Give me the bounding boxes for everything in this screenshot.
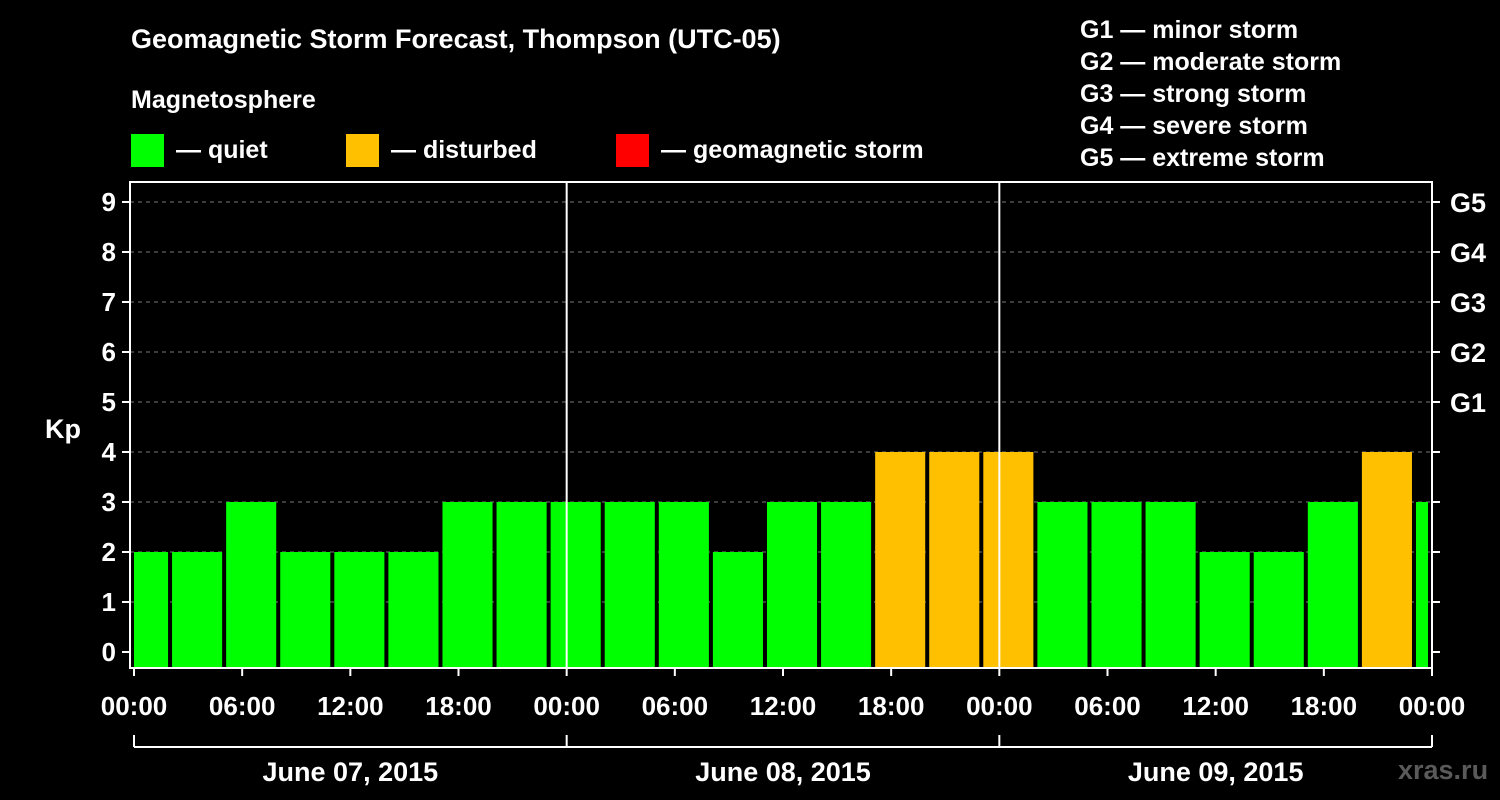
x-tick-label: 12:00 (750, 691, 817, 721)
g-scale-label: G1 (1450, 388, 1486, 418)
kp-bar (1415, 502, 1428, 668)
kp-bar (1037, 502, 1088, 668)
kp-bar (442, 502, 493, 668)
legend-label-quiet: — quiet (176, 135, 268, 164)
g-scale-label: G5 (1450, 188, 1486, 218)
g-scale-item: G2 — moderate storm (1080, 48, 1342, 76)
legend-swatch-storm (616, 133, 649, 167)
kp-bar (983, 452, 1034, 668)
legend-label-storm: — geomagnetic storm (661, 135, 924, 164)
y-tick-label: 2 (102, 537, 116, 567)
kp-bar (658, 502, 709, 668)
kp-bar (604, 502, 655, 668)
watermark: xras.ru (1398, 755, 1489, 785)
x-tick-label: 18:00 (858, 691, 925, 721)
chart-title: Geomagnetic Storm Forecast, Thompson (UT… (131, 24, 781, 54)
x-tick-label: 00:00 (1399, 691, 1466, 721)
legend-item-storm: — geomagnetic storm (616, 133, 924, 167)
kp-bar (1307, 502, 1358, 668)
kp-bar (1361, 452, 1412, 668)
x-tick-label: 00:00 (533, 691, 600, 721)
x-tick-label: 06:00 (642, 691, 709, 721)
kp-bar (334, 552, 385, 668)
x-tick-label: 12:00 (1182, 691, 1249, 721)
kp-bar (172, 552, 223, 668)
legend-label-disturbed: — disturbed (391, 135, 537, 164)
kp-bar (821, 502, 872, 668)
y-tick-label: 0 (102, 637, 116, 667)
legend-item-disturbed: — disturbed (346, 133, 537, 167)
plot-frame (129, 181, 1433, 669)
kp-bar (929, 452, 980, 668)
y-tick-label: 3 (102, 487, 116, 517)
kp-bar (1199, 552, 1250, 668)
kp-bar (712, 552, 763, 668)
y-axis-label: Kp (45, 414, 81, 444)
kp-bar (1253, 552, 1304, 668)
day-label: June 09, 2015 (1128, 757, 1304, 787)
y-tick-label: 7 (102, 287, 116, 317)
y-tick-label: 9 (102, 187, 116, 217)
legend-swatch-disturbed (346, 133, 379, 167)
kp-bar (388, 552, 439, 668)
legend-swatch-quiet (131, 133, 164, 167)
kp-bar (766, 502, 818, 668)
day-label: June 08, 2015 (695, 757, 871, 787)
y-tick-label: 5 (102, 387, 116, 417)
y-tick-label: 4 (102, 437, 117, 467)
y-tick-label: 6 (102, 337, 116, 367)
x-tick-label: 12:00 (317, 691, 384, 721)
kp-bar (875, 452, 926, 668)
x-tick-label: 18:00 (1291, 691, 1358, 721)
x-tick-label: 00:00 (101, 691, 168, 721)
g-scale-label: G4 (1450, 238, 1486, 268)
g-scale-item: G4 — severe storm (1080, 112, 1308, 140)
legend-item-quiet: — quiet (131, 133, 268, 167)
day-label: June 07, 2015 (263, 757, 439, 787)
g-scale-legend: G1 — minor storm G2 — moderate storm G3 … (1080, 14, 1341, 174)
g-scale-item: G3 — strong storm (1080, 80, 1307, 108)
legend-heading: Magnetosphere (131, 86, 316, 114)
g-scale-label: G3 (1450, 288, 1486, 318)
kp-bar (1091, 502, 1142, 668)
g-scale-item: G1 — minor storm (1080, 16, 1299, 44)
x-tick-label: 00:00 (966, 691, 1033, 721)
kp-bar (134, 552, 169, 668)
kp-bar (280, 552, 331, 668)
kp-bar (496, 502, 547, 668)
x-tick-label: 06:00 (1074, 691, 1141, 721)
x-tick-label: 18:00 (425, 691, 492, 721)
y-tick-label: 8 (102, 237, 116, 267)
kp-bar (550, 502, 601, 668)
g-scale-label: G2 (1450, 338, 1486, 368)
kp-bar (1145, 502, 1196, 668)
y-tick-label: 1 (102, 587, 116, 617)
g-scale-item: G5 — extreme storm (1080, 144, 1325, 172)
kp-bar (226, 502, 277, 668)
x-tick-label: 06:00 (209, 691, 276, 721)
